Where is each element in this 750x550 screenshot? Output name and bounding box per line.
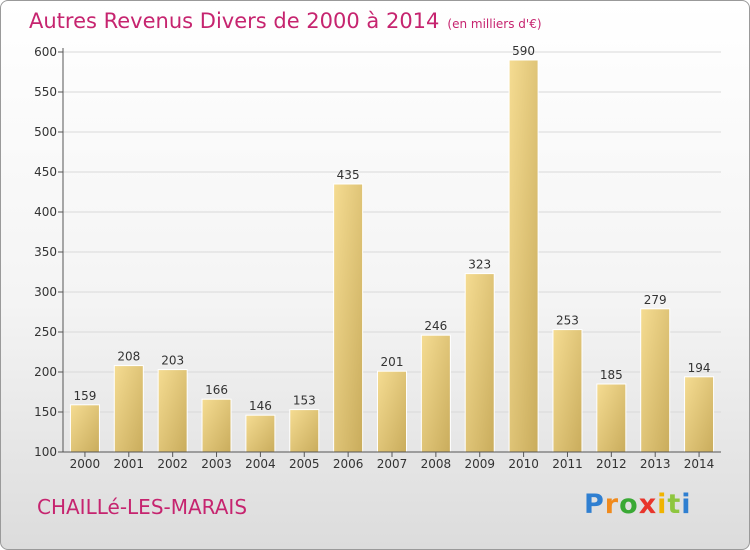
bar-2010 — [508, 59, 539, 453]
bar-2011 — [552, 329, 583, 453]
data-label: 185 — [600, 368, 623, 382]
bar-2000 — [69, 404, 100, 453]
y-tick-label: 200 — [34, 365, 57, 379]
bar-2005 — [289, 409, 320, 453]
bar-2003 — [201, 398, 232, 453]
bar-2009 — [464, 273, 495, 453]
y-tick-label: 100 — [34, 445, 57, 459]
bar-2008 — [420, 334, 451, 453]
y-tick-label: 450 — [34, 165, 57, 179]
chart-title-text: Autres Revenus Divers de 2000 à 2014 — [29, 9, 440, 33]
logo-letter: i — [657, 489, 668, 520]
bar-2004 — [245, 414, 276, 453]
y-tick-label: 500 — [34, 125, 57, 139]
x-tick-label: 2014 — [684, 457, 715, 471]
data-label: 159 — [73, 389, 96, 403]
bar-2014 — [684, 376, 715, 453]
bar-2002 — [157, 369, 188, 453]
bar-2012 — [596, 383, 627, 453]
y-tick-label: 350 — [34, 245, 57, 259]
logo-letter: r — [604, 489, 620, 520]
x-tick-label: 2007 — [377, 457, 408, 471]
data-label: 208 — [117, 350, 140, 364]
x-tick-label: 2001 — [114, 457, 145, 471]
data-label: 323 — [468, 258, 491, 272]
data-label: 246 — [424, 319, 447, 333]
logo-letter: i — [681, 489, 692, 520]
y-tick-label: 400 — [34, 205, 57, 219]
logo-letter: x — [638, 489, 658, 520]
y-tick-label: 250 — [34, 325, 57, 339]
data-label: 590 — [512, 44, 535, 58]
x-tick-label: 2003 — [201, 457, 232, 471]
logo-letter: P — [584, 489, 605, 520]
y-tick-label: 300 — [34, 285, 57, 299]
data-label: 435 — [337, 168, 360, 182]
y-tick-label: 550 — [34, 85, 57, 99]
data-label: 201 — [381, 355, 404, 369]
bar-2007 — [377, 370, 407, 453]
x-tick-label: 2006 — [333, 457, 364, 471]
x-tick-label: 2011 — [552, 457, 583, 471]
data-label: 153 — [293, 394, 316, 408]
x-tick-label: 2008 — [421, 457, 452, 471]
data-label: 194 — [688, 361, 711, 375]
y-tick-label: 150 — [34, 405, 57, 419]
y-tick-label: 600 — [34, 45, 57, 59]
city-name: CHAILLé-LES-MARAIS — [37, 495, 248, 519]
x-tick-label: 2000 — [70, 457, 101, 471]
bar-2001 — [113, 365, 144, 453]
data-label: 166 — [205, 383, 228, 397]
x-tick-label: 2010 — [508, 457, 539, 471]
proxiti-logo[interactable]: Proxiti — [584, 489, 692, 520]
logo-letter: t — [667, 489, 682, 520]
logo-letter: o — [619, 489, 639, 520]
bar-2006 — [333, 183, 364, 453]
chart-unit: (en milliers d'€) — [447, 17, 542, 31]
bar-2013 — [640, 308, 671, 453]
data-label: 203 — [161, 354, 184, 368]
data-label: 279 — [644, 293, 667, 307]
chart-title: Autres Revenus Divers de 2000 à 2014 (en … — [29, 9, 542, 33]
x-tick-label: 2013 — [640, 457, 671, 471]
x-tick-label: 2005 — [289, 457, 320, 471]
x-tick-label: 2009 — [464, 457, 495, 471]
x-tick-label: 2012 — [596, 457, 627, 471]
x-tick-label: 2004 — [245, 457, 276, 471]
data-label: 146 — [249, 399, 272, 413]
data-label: 253 — [556, 314, 579, 328]
x-tick-label: 2002 — [157, 457, 188, 471]
